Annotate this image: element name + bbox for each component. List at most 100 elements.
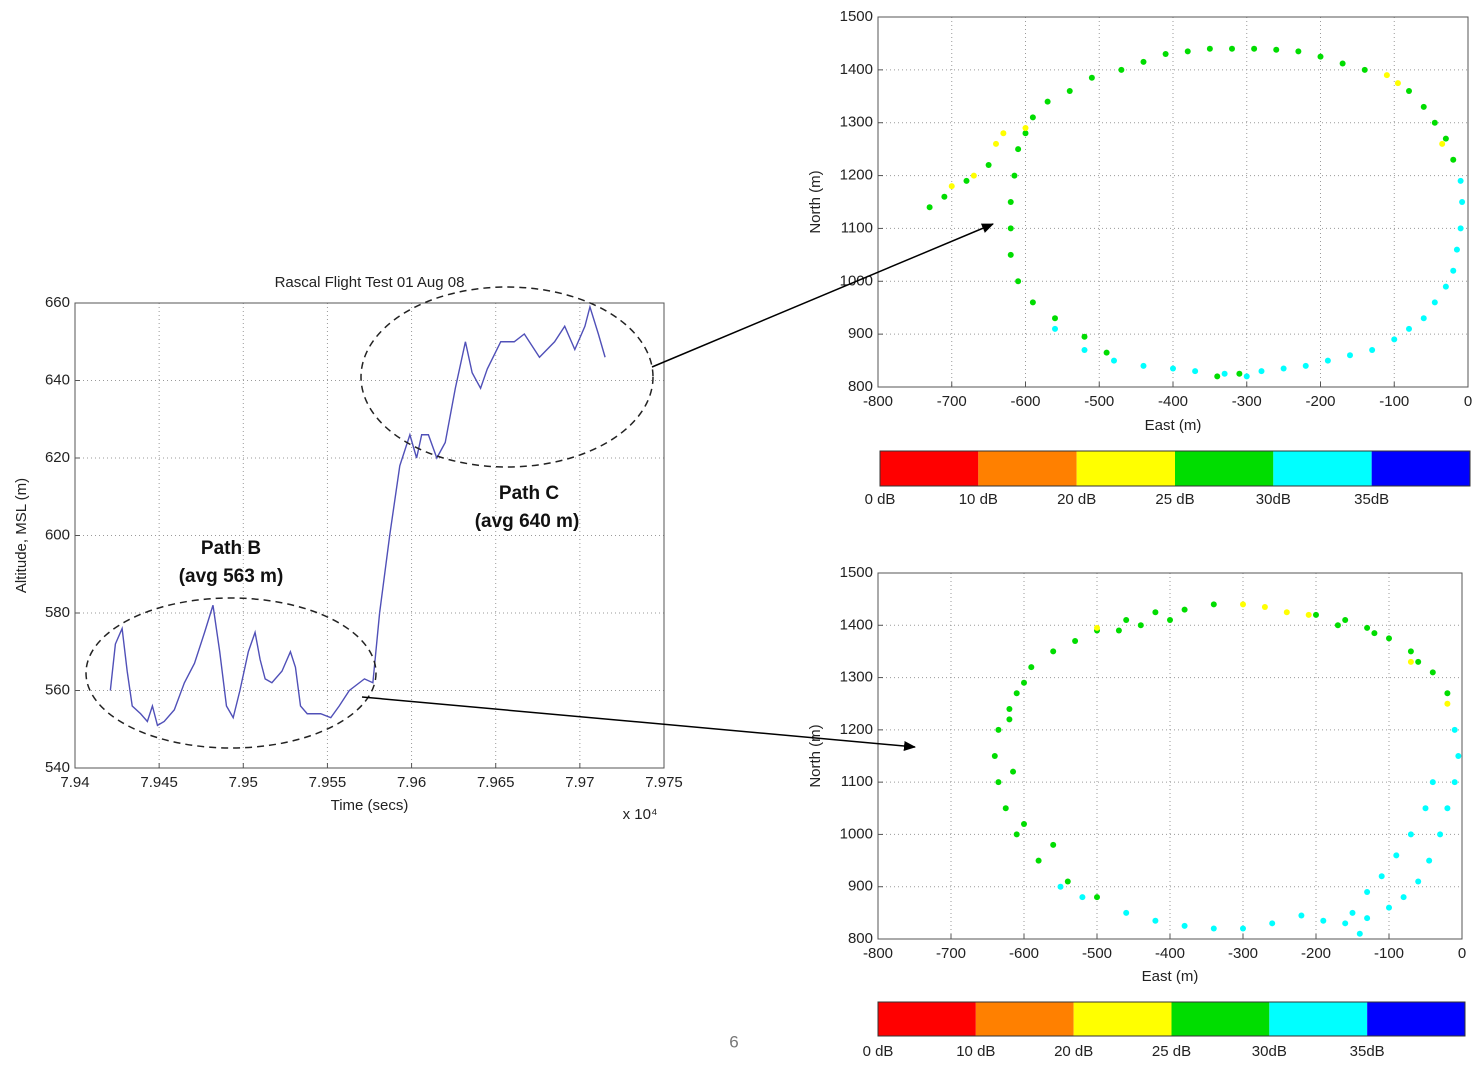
- colorbar-label: 25 dB: [1152, 1043, 1191, 1060]
- scatter-point: [1013, 831, 1020, 838]
- scatter-point: [1450, 267, 1457, 274]
- scatter-point: [1444, 690, 1451, 697]
- charts: 7.94 7.945 7.95 7.955 7.96 7.965 7.97 7.975 540 5…: [13, 8, 1472, 1060]
- x-tick-label: -200: [1301, 945, 1331, 962]
- x-tick-label: 0: [1458, 945, 1466, 962]
- colorbar-segment: [878, 1002, 976, 1036]
- scatter-point: [1383, 72, 1390, 79]
- colorbar-segment: [975, 1002, 1074, 1036]
- scatter-point: [1364, 915, 1371, 922]
- colorbar-segment: [1073, 1002, 1172, 1036]
- scatter-point: [1364, 888, 1371, 895]
- scatter-point: [1298, 912, 1305, 919]
- colorbar-segment: [1171, 1002, 1270, 1036]
- y-tick-label: 800: [848, 930, 873, 947]
- y-tick-label: 900: [848, 325, 873, 342]
- colorbar-label: 10 dB: [959, 491, 998, 508]
- scatter-point: [1015, 278, 1022, 285]
- y-tick-label: 1100: [841, 773, 873, 790]
- y-tick-label: 660: [45, 294, 70, 311]
- scatter-point: [1103, 349, 1110, 356]
- x-tick-label: 7.96: [397, 774, 426, 791]
- scatter-point: [1170, 365, 1176, 372]
- scatter-point: [1429, 669, 1436, 676]
- scatter-point: [1444, 805, 1451, 812]
- scatter-point: [1400, 894, 1407, 901]
- scatter-point: [1453, 246, 1460, 253]
- scatter-point: [1079, 894, 1086, 901]
- scatter-point: [941, 193, 948, 200]
- plot-frame: [74, 302, 665, 769]
- colorbar-label: 35dB: [1354, 491, 1389, 508]
- y-axis-label: North (m): [807, 724, 824, 787]
- scatter-point: [1066, 88, 1073, 94]
- scatter-point: [1214, 373, 1221, 380]
- annotation: (avg 640 m): [475, 511, 580, 532]
- scatter-point: [1094, 894, 1100, 901]
- scatter-point: [1240, 601, 1246, 608]
- x-tick-label: -300: [1232, 393, 1262, 410]
- colorbar-label: 30dB: [1256, 491, 1291, 508]
- altitude-line: [109, 304, 606, 727]
- y-tick-label: 1400: [840, 61, 873, 78]
- scatter-point: [1394, 80, 1401, 87]
- plot-frame: [877, 16, 1469, 388]
- y-tick-label: 540: [45, 759, 70, 776]
- x-tick-label: -600: [1009, 945, 1039, 962]
- x-tick-label: -700: [936, 945, 966, 962]
- scatter-point: [1021, 820, 1027, 827]
- scatter-point: [1052, 325, 1058, 332]
- scatter-point: [1371, 630, 1378, 637]
- scatter-point: [1206, 45, 1213, 52]
- scatter-point: [1391, 336, 1398, 343]
- scatter-point: [1029, 114, 1036, 121]
- scatter-point: [1261, 603, 1268, 610]
- scatter-point: [1420, 103, 1427, 110]
- scatter-point: [963, 177, 970, 184]
- scatter-point: [1000, 130, 1007, 137]
- scatter-point: [1334, 622, 1341, 629]
- scatter-point: [1006, 705, 1013, 712]
- scatter-point: [1022, 125, 1029, 131]
- scatter-point: [1123, 909, 1130, 916]
- y-tick-label: 640: [45, 371, 70, 388]
- scatter-point: [1044, 98, 1051, 105]
- scatter-point: [1361, 66, 1368, 73]
- colorbar-segment: [1273, 451, 1372, 486]
- path-c-ellipse: [360, 286, 654, 468]
- scatter-point: [1269, 920, 1276, 927]
- x-axis-label: East (m): [1142, 968, 1199, 985]
- scatter-point: [1028, 664, 1035, 671]
- y-axis-label: North (m): [807, 170, 824, 233]
- scatter-point: [1029, 299, 1036, 306]
- scatter-point: [1006, 716, 1013, 723]
- y-tick-label: 1000: [840, 825, 873, 842]
- colorbar-segment: [978, 451, 1077, 486]
- annotation: Path C: [499, 483, 559, 504]
- scatter-point: [948, 183, 955, 190]
- x-tick-label: -600: [1010, 393, 1040, 410]
- scatter-point: [993, 140, 999, 147]
- y-tick-label: 800: [848, 378, 873, 395]
- scatter-point: [1273, 46, 1280, 53]
- scatter-point: [1210, 601, 1217, 608]
- scatter-point: [1451, 779, 1458, 786]
- y-tick-label: 560: [45, 681, 70, 698]
- scatter-point: [1459, 199, 1466, 205]
- scatter-point: [1349, 909, 1356, 916]
- colorbar-segment: [1371, 451, 1470, 486]
- path-b-ellipse: [85, 597, 377, 749]
- x-tick-label: 7.955: [309, 774, 347, 791]
- scatter-point: [1457, 177, 1464, 184]
- scatter-point: [1378, 873, 1385, 880]
- scatter-point: [1035, 857, 1042, 864]
- x-tick-label: 7.97: [565, 774, 594, 791]
- scatter-point: [1324, 357, 1331, 364]
- scatter-point: [1437, 831, 1444, 838]
- colorbar-label: 0 dB: [863, 1043, 894, 1060]
- scatter-point: [1094, 624, 1100, 631]
- scatter-point: [985, 162, 992, 168]
- x-tick-label: -400: [1155, 945, 1185, 962]
- x-axis-label: Time (secs): [331, 797, 409, 814]
- scatter-point: [1021, 679, 1027, 686]
